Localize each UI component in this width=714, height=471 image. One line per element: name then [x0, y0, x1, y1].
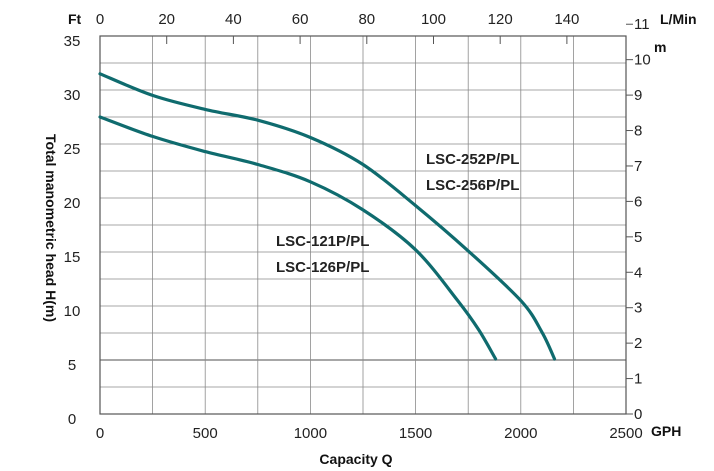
- x-tick-label-lmin: 100: [421, 11, 446, 28]
- y-tick-label-m: 5: [634, 229, 642, 246]
- gph-unit-label: GPH: [651, 423, 681, 439]
- m-unit-label: m: [654, 39, 666, 55]
- y-tick-label-ft: 5: [68, 357, 76, 374]
- series-label-2: LSC-256P/PL: [426, 177, 519, 194]
- plot-frame: [99, 35, 627, 415]
- y-tick-label-m: 7: [634, 158, 642, 175]
- y-tick-label-ft: 35: [64, 33, 81, 50]
- x-tick-label-gph: 1500: [399, 425, 432, 442]
- x-tick-label-gph: 1000: [294, 425, 327, 442]
- x-tick-label-lmin: 0: [96, 11, 104, 28]
- y-tick-label-m: 0: [634, 406, 642, 423]
- y-axis-title: Total manometric head H(m): [43, 134, 59, 322]
- y-tick-label-ft: 0: [68, 411, 76, 428]
- ft-unit-label: Ft: [68, 11, 82, 27]
- y-tick-label-m: 6: [634, 193, 642, 210]
- x-tick-label-lmin: 120: [488, 11, 513, 28]
- series-group: [98, 72, 557, 361]
- x-tick-label-lmin: 20: [158, 11, 175, 28]
- x-tick-label-lmin: 40: [225, 11, 242, 28]
- x-tick-label-gph: 2000: [504, 425, 537, 442]
- series-label-2: LSC-252P/PL: [426, 151, 519, 168]
- y-tick-label-m: 8: [634, 123, 642, 140]
- grid: [100, 36, 626, 414]
- y-tick-label-m: 9: [634, 87, 642, 104]
- series-label-1: LSC-121P/PL: [276, 233, 369, 250]
- y-tick-label-ft: 10: [64, 303, 81, 320]
- x-tick-label-lmin: 80: [358, 11, 375, 28]
- x-tick-label-gph: 2500: [609, 425, 642, 442]
- x-tick-label-lmin: 140: [554, 11, 579, 28]
- y-tick-label-ft: 15: [64, 249, 81, 266]
- x-tick-label-lmin: 60: [292, 11, 309, 28]
- x-tick-label-gph: 500: [193, 425, 218, 442]
- y-tick-label-ft: 30: [64, 87, 81, 104]
- series-line-1: [98, 115, 498, 361]
- lmin-unit-label: L/Min: [660, 11, 697, 27]
- y-tick-label-m: 2: [634, 335, 642, 352]
- series-line-2: [98, 72, 557, 361]
- series-label-1: LSC-126P/PL: [276, 259, 369, 276]
- axis-labels: LSC-121P/PL LSC-126P/PL LSC-252P/PL LSC-256…: [276, 151, 519, 276]
- x-axis-title: Capacity Q: [319, 451, 392, 467]
- x-tick-label-gph: 0: [96, 425, 104, 442]
- y-tick-label-m: 3: [634, 300, 642, 317]
- y-tick-label-ft: 20: [64, 195, 81, 212]
- y-tick-label-m: 4: [634, 264, 642, 281]
- y-tick-label-m: 11: [634, 16, 650, 33]
- y-tick-label-m: 10: [634, 52, 651, 69]
- y-tick-label-ft: 25: [64, 141, 81, 158]
- y-tick-label-m: 1: [634, 371, 642, 388]
